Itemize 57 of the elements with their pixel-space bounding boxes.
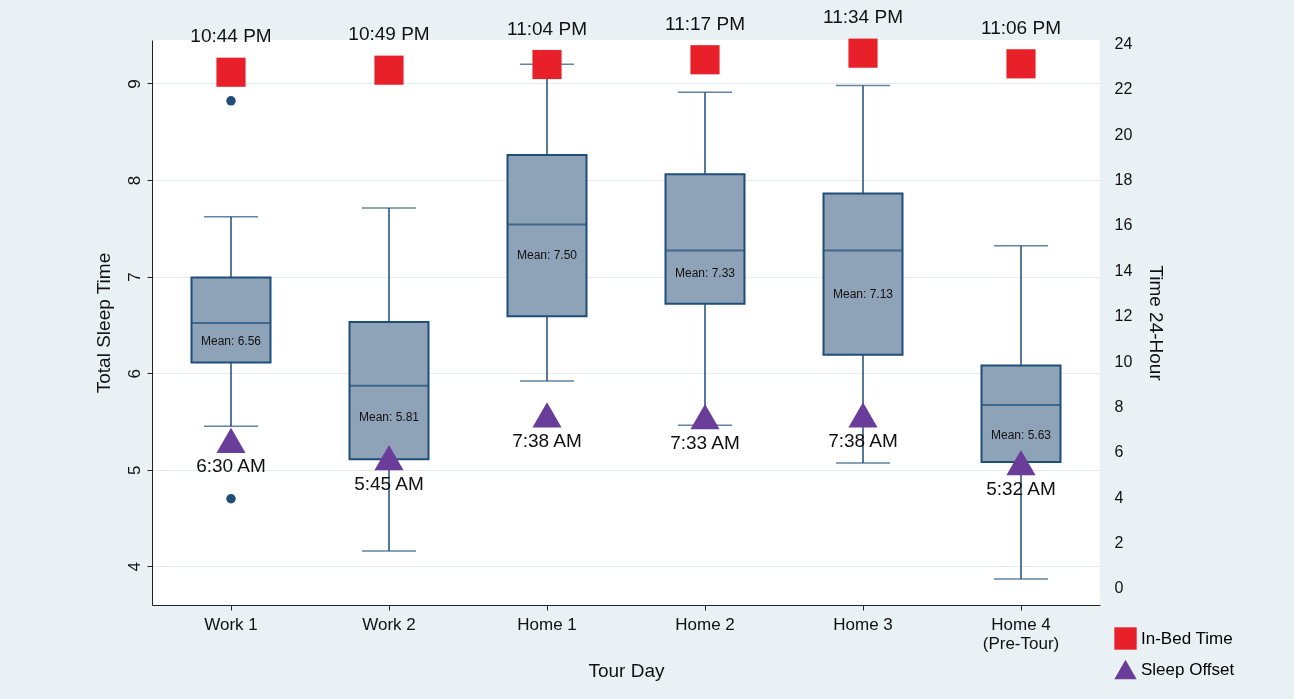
point — [374, 444, 404, 471]
data-label: 7:33 AM — [670, 431, 740, 453]
y-tick-label: 5 — [124, 465, 144, 476]
point — [1006, 449, 1036, 476]
point — [374, 55, 404, 85]
point — [1006, 49, 1036, 79]
y-axis-title: Total Sleep Time — [92, 252, 114, 394]
x-tick-label: Home 1 — [517, 614, 577, 634]
data-label: 11:06 PM — [981, 16, 1061, 38]
point — [690, 45, 720, 75]
annotation: Mean: 5.81 — [358, 409, 420, 424]
data-label: 7:38 AM — [512, 429, 582, 451]
y2-axis-title: Time 24-Hour — [1146, 265, 1168, 382]
point — [848, 402, 878, 428]
x-tick-label: Home 4 (Pre-Tour) — [982, 614, 1060, 653]
y-tick-label: 4 — [124, 562, 144, 572]
y2-tick-label: 16 — [1114, 216, 1133, 234]
annotation: Mean: 7.13 — [832, 287, 894, 302]
data-label: 10:44 PM — [190, 25, 272, 47]
y-tick-label: 6 — [124, 368, 144, 379]
annotation: Mean: 6.56 — [200, 334, 262, 349]
legend-label: Sleep Offset — [1141, 659, 1235, 679]
y-tick-label: 8 — [124, 175, 144, 186]
data-label: 11:04 PM — [507, 17, 587, 39]
x-tick-label: Home 3 — [833, 614, 893, 634]
y2-tick-label: 0 — [1114, 579, 1124, 597]
y2-tick-label: 10 — [1114, 352, 1133, 370]
x-tick-label: Work 1 — [204, 614, 258, 634]
data-label: 6:30 AM — [196, 455, 266, 477]
annotation: Mean: 7.33 — [674, 265, 736, 280]
point — [690, 404, 720, 430]
y2-tick-label: 24 — [1114, 34, 1133, 52]
y-tick-label: 7 — [124, 272, 144, 282]
x-axis-title: Tour Day — [588, 659, 666, 681]
y2-tick-label: 2 — [1114, 534, 1124, 552]
y2-tick-label: 6 — [1114, 443, 1124, 461]
point — [532, 49, 562, 80]
data-label: 11:34 PM — [823, 6, 903, 28]
x-tick-label: Home 2 — [675, 614, 735, 634]
point — [216, 57, 246, 87]
point — [532, 402, 562, 428]
annotation: Mean: 7.50 — [516, 248, 578, 263]
y-tick-label: 9 — [124, 79, 144, 89]
point — [848, 38, 878, 68]
annotation: Mean: 5.63 — [990, 428, 1052, 443]
y2-tick-label: 18 — [1114, 171, 1133, 189]
x-tick-label: Work 2 — [362, 614, 416, 634]
data-label: 11:17 PM — [665, 12, 745, 34]
legend-label: In-Bed Time — [1141, 628, 1233, 648]
y2-tick-label: 12 — [1114, 307, 1133, 325]
y2-tick-label: 14 — [1114, 261, 1133, 279]
y2-tick-label: 22 — [1114, 80, 1133, 98]
point — [216, 427, 246, 454]
y2-tick-label: 20 — [1114, 125, 1133, 143]
data-label: 10:49 PM — [348, 23, 430, 45]
y2-tick-label: 4 — [1114, 488, 1124, 506]
y2-tick-label: 8 — [1114, 397, 1124, 415]
